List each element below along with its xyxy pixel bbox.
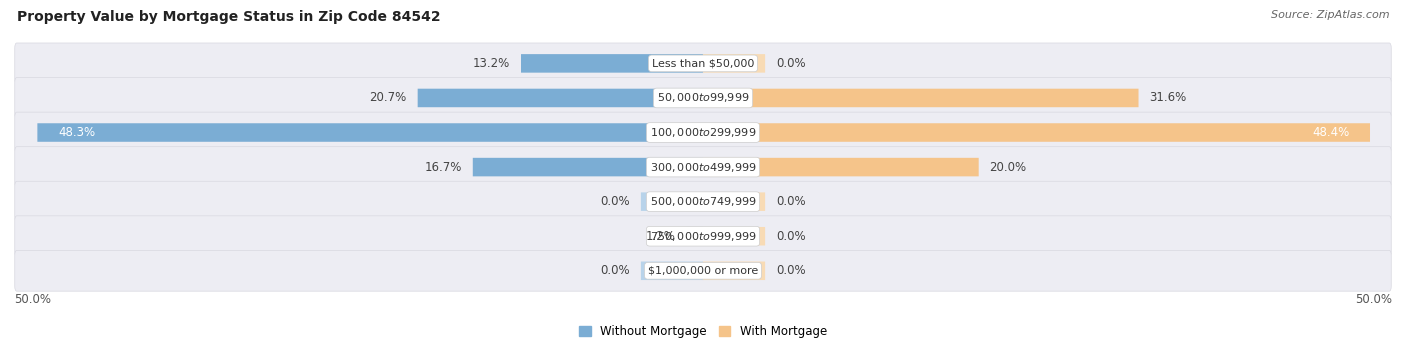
Text: 13.2%: 13.2% (472, 57, 510, 70)
Text: $300,000 to $499,999: $300,000 to $499,999 (650, 161, 756, 174)
Text: Source: ZipAtlas.com: Source: ZipAtlas.com (1271, 10, 1389, 20)
FancyBboxPatch shape (14, 43, 1392, 84)
FancyBboxPatch shape (14, 147, 1392, 188)
Text: 48.4%: 48.4% (1312, 126, 1350, 139)
Text: 20.0%: 20.0% (990, 161, 1026, 174)
Text: 0.0%: 0.0% (600, 264, 630, 277)
Text: 0.0%: 0.0% (600, 195, 630, 208)
Text: 0.0%: 0.0% (776, 264, 806, 277)
Text: $50,000 to $99,999: $50,000 to $99,999 (657, 91, 749, 104)
FancyBboxPatch shape (14, 77, 1392, 118)
Text: 48.3%: 48.3% (58, 126, 96, 139)
FancyBboxPatch shape (38, 123, 703, 142)
Text: 1.2%: 1.2% (645, 230, 675, 243)
FancyBboxPatch shape (14, 216, 1392, 257)
Text: $1,000,000 or more: $1,000,000 or more (648, 266, 758, 276)
FancyBboxPatch shape (641, 262, 703, 280)
Text: 20.7%: 20.7% (370, 91, 406, 104)
FancyBboxPatch shape (703, 227, 765, 246)
FancyBboxPatch shape (14, 112, 1392, 153)
FancyBboxPatch shape (641, 192, 703, 211)
Text: $500,000 to $749,999: $500,000 to $749,999 (650, 195, 756, 208)
FancyBboxPatch shape (703, 192, 765, 211)
Text: 50.0%: 50.0% (14, 293, 51, 306)
Text: 16.7%: 16.7% (425, 161, 461, 174)
Text: $750,000 to $999,999: $750,000 to $999,999 (650, 230, 756, 243)
Legend: Without Mortgage, With Mortgage: Without Mortgage, With Mortgage (574, 321, 832, 341)
FancyBboxPatch shape (418, 89, 703, 107)
FancyBboxPatch shape (703, 123, 1369, 142)
FancyBboxPatch shape (14, 181, 1392, 222)
FancyBboxPatch shape (703, 54, 765, 73)
FancyBboxPatch shape (522, 54, 703, 73)
Text: Less than $50,000: Less than $50,000 (652, 58, 754, 69)
Text: 0.0%: 0.0% (776, 230, 806, 243)
FancyBboxPatch shape (686, 227, 703, 246)
FancyBboxPatch shape (703, 262, 765, 280)
Text: 31.6%: 31.6% (1150, 91, 1187, 104)
FancyBboxPatch shape (703, 158, 979, 176)
Text: 50.0%: 50.0% (1355, 293, 1392, 306)
Text: 0.0%: 0.0% (776, 57, 806, 70)
Text: $100,000 to $299,999: $100,000 to $299,999 (650, 126, 756, 139)
FancyBboxPatch shape (472, 158, 703, 176)
Text: 0.0%: 0.0% (776, 195, 806, 208)
Text: Property Value by Mortgage Status in Zip Code 84542: Property Value by Mortgage Status in Zip… (17, 10, 440, 24)
FancyBboxPatch shape (703, 89, 1139, 107)
FancyBboxPatch shape (14, 250, 1392, 291)
